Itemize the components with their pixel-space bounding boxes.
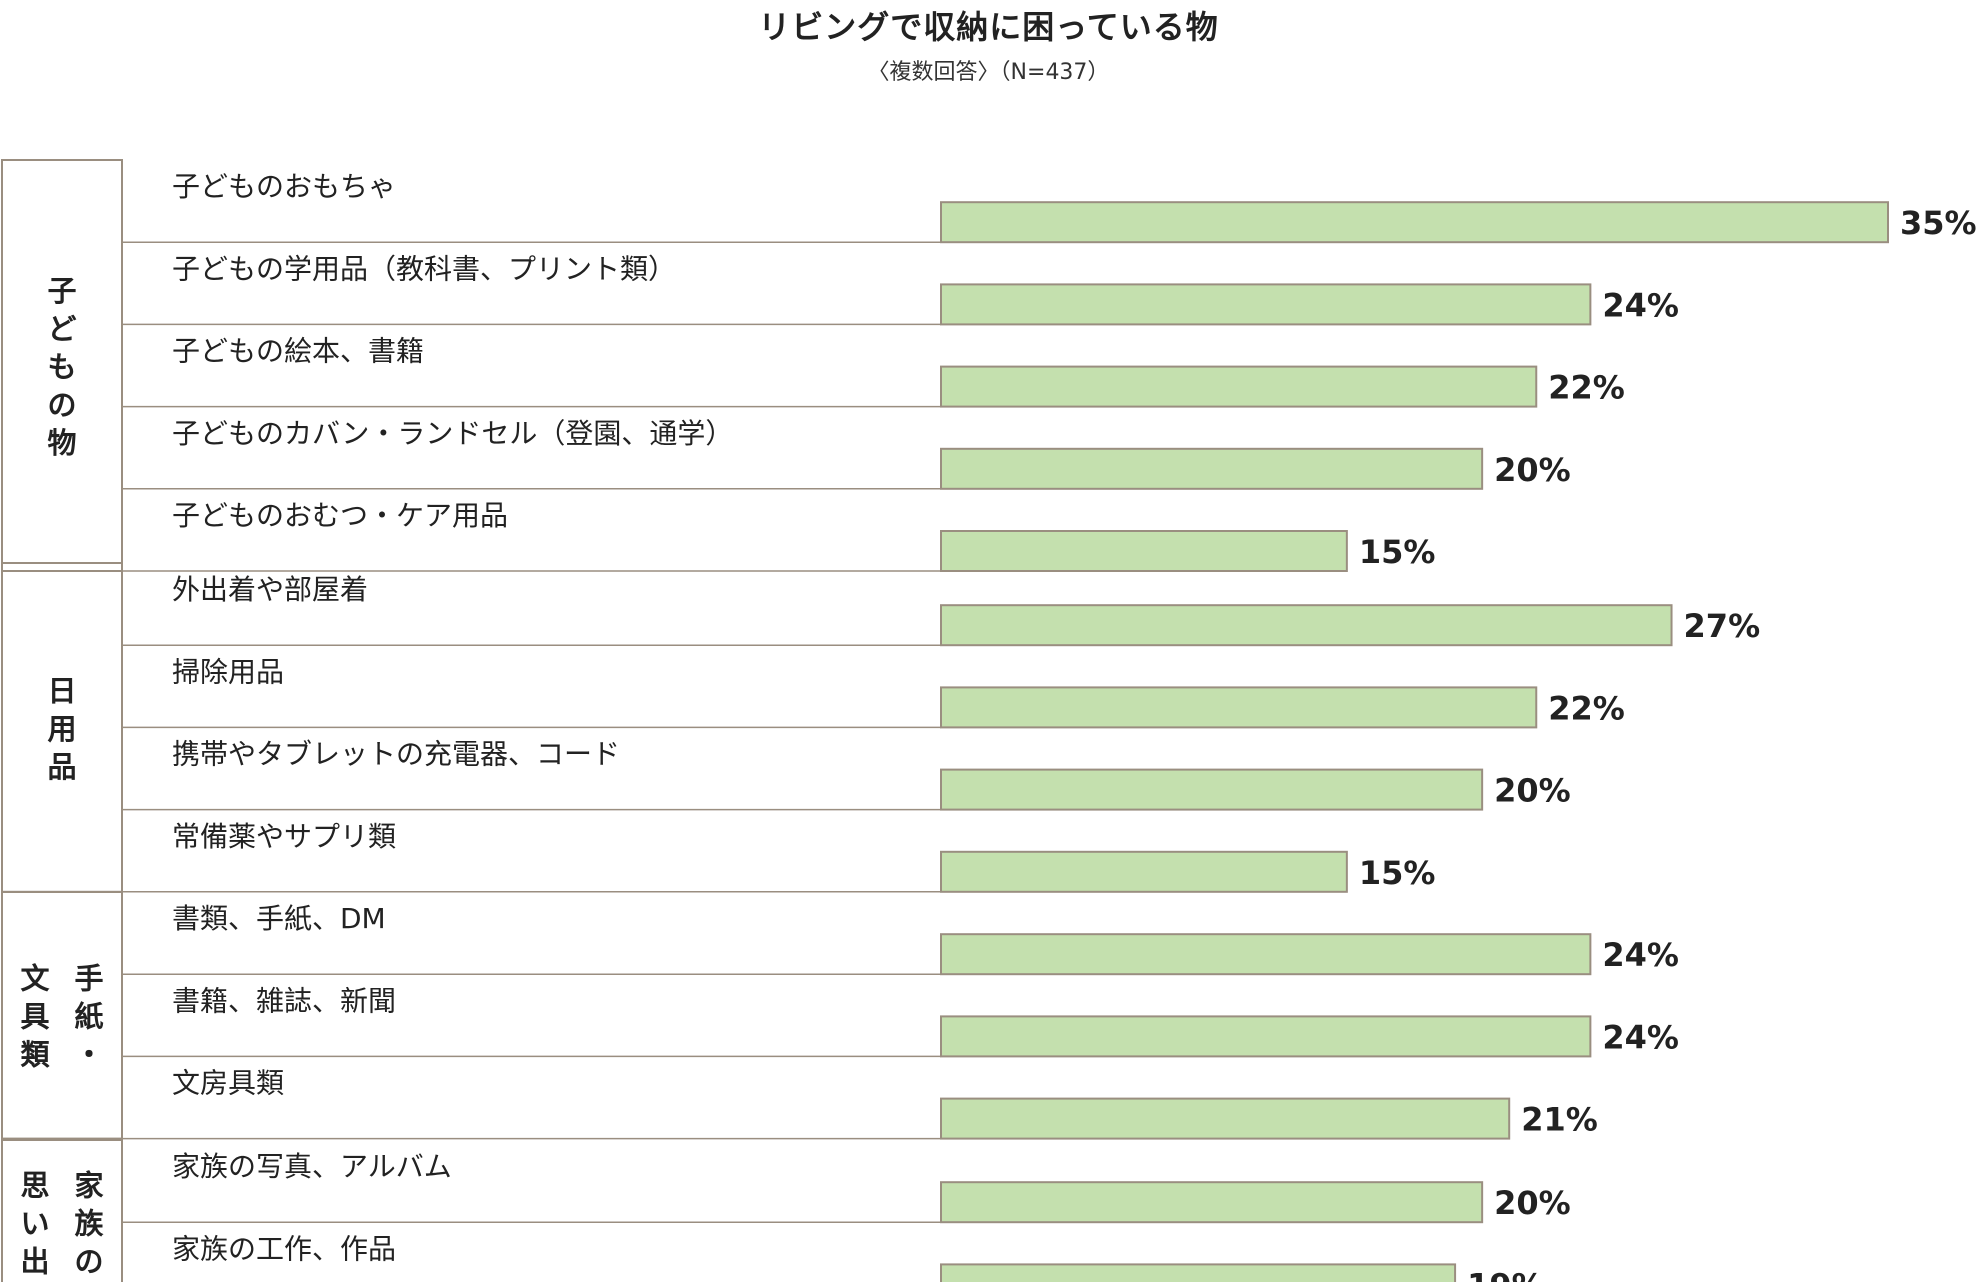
category-label-char: 出 <box>20 1245 49 1279</box>
bar <box>940 530 1348 572</box>
chart-title: リビングで収納に困っている物 <box>758 8 1219 46</box>
bar-label: 家族の工作、作品 <box>172 1232 396 1265</box>
bar-label: 文房具類 <box>172 1067 284 1100</box>
category-label-char: 子 <box>47 274 76 308</box>
bar-value-label: 24% <box>1602 1018 1679 1056</box>
bar <box>940 1097 1511 1140</box>
chart-subtitle: 〈複数回答〉（N=437） <box>867 60 1110 85</box>
bar-value-label: 22% <box>1548 369 1625 407</box>
category-label-char: 家 <box>74 1169 103 1203</box>
bar-label: 子どもの学用品（教科書、プリント類） <box>172 252 676 285</box>
bar <box>940 201 1889 244</box>
category-label-char: の <box>47 388 76 422</box>
category-label-char: 具 <box>20 1000 49 1034</box>
category-label-char: 紙 <box>74 1000 103 1034</box>
bar-label: 家族の写真、アルバム <box>172 1150 452 1183</box>
category-label-char: ・ <box>74 1038 103 1072</box>
category-label-char: の <box>74 1245 103 1279</box>
bar <box>940 365 1538 408</box>
bar-value-label: 15% <box>1359 533 1436 571</box>
bar <box>940 850 1348 893</box>
category-label-char: 思 <box>20 1169 49 1203</box>
bar-label: 書籍、雑誌、新聞 <box>172 984 396 1017</box>
bar-value-label: 20% <box>1494 772 1571 810</box>
bar-label: 書類、手紙、DM <box>172 902 386 935</box>
bar-value-label: 15% <box>1359 854 1436 892</box>
bar-value-label: 20% <box>1494 1184 1571 1222</box>
bar-value-label: 19% <box>1467 1266 1544 1282</box>
bar-value-label: 24% <box>1602 936 1679 974</box>
category-label-char: ど <box>47 312 76 346</box>
bar <box>940 283 1592 326</box>
bar-value-label: 35% <box>1900 204 1977 242</box>
bar-value-label: 24% <box>1602 286 1679 324</box>
category-label-char: 類 <box>20 1038 50 1072</box>
category-box <box>1 891 123 1140</box>
bar-value-label: 21% <box>1521 1101 1598 1139</box>
category-label-char: 品 <box>47 750 76 784</box>
bar-label: 子どもの絵本、書籍 <box>172 335 424 368</box>
bar <box>940 1015 1592 1058</box>
category-label-char: い <box>20 1207 49 1241</box>
bar <box>940 768 1484 811</box>
bar <box>940 1263 1457 1282</box>
bar-value-label: 20% <box>1494 451 1571 489</box>
category-label-char: 族 <box>74 1207 104 1241</box>
bar-value-label: 22% <box>1548 689 1625 727</box>
bar-label: 携帯やタブレットの充電器、コード <box>172 738 620 771</box>
bar <box>940 933 1592 976</box>
category-label-char: 文 <box>20 962 50 996</box>
bar-label: 掃除用品 <box>172 655 284 688</box>
bar <box>940 1181 1484 1224</box>
category-label-char: も <box>47 350 76 384</box>
bar-label: 子どものおむつ・ケア用品 <box>172 499 508 532</box>
category-box <box>1 159 123 572</box>
bar-label: 常備薬やサプリ類 <box>172 820 396 853</box>
category-label-char: 物 <box>47 426 76 460</box>
bar <box>940 686 1538 729</box>
bar-label: 子どものおもちゃ <box>172 170 396 203</box>
bar <box>940 447 1484 490</box>
category-label-char: 日 <box>47 674 76 708</box>
bar <box>940 604 1673 647</box>
category-label-char: 用 <box>47 712 76 746</box>
bar-label: 外出着や部屋着 <box>172 573 368 606</box>
category-label-char: 手 <box>74 962 103 996</box>
bar-label: 子どものカバン・ランドセル（登園、通学） <box>172 417 733 450</box>
bar-value-label: 27% <box>1684 607 1761 645</box>
